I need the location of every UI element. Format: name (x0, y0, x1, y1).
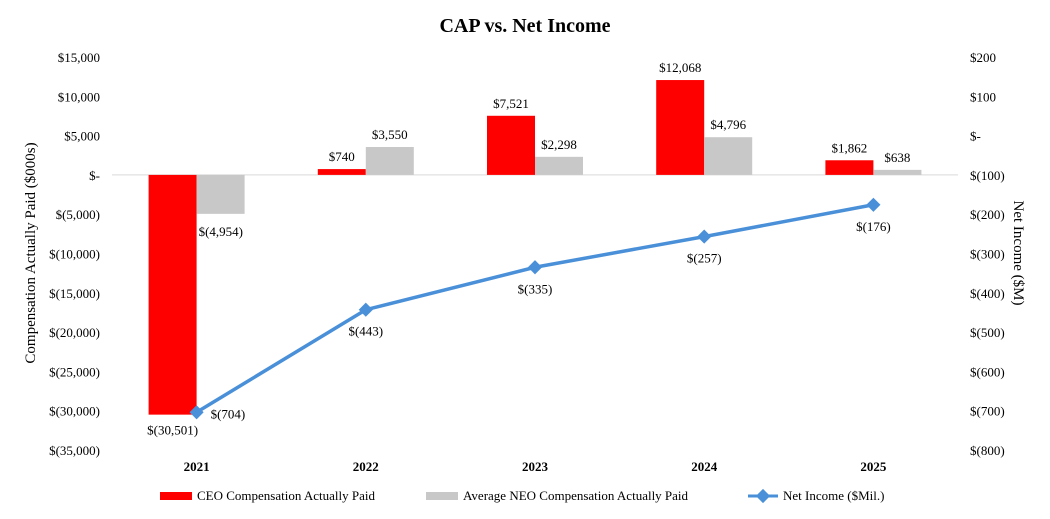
y2-tick-label: $- (970, 129, 981, 144)
legend: CEO Compensation Actually Paid Average N… (160, 488, 884, 504)
y-tick-label: $5,000 (64, 129, 100, 144)
bar-label-neo: $(4,954) (199, 224, 243, 239)
y2-tick-label: $(700) (970, 404, 1005, 419)
legend-label-net-income: Net Income ($Mil.) (783, 488, 884, 503)
bar-series (148, 80, 922, 415)
net-income-line (195, 203, 874, 414)
y2-axis-ticks: $200 $100 $- $(100) $(200) $(300) $(400) $(500)… (970, 50, 1005, 458)
y2-tick-label: $(200) (970, 207, 1005, 222)
net-income-label: $(335) (518, 281, 553, 296)
x-tick-label: 2022 (353, 459, 379, 474)
y-tick-label: $(30,000) (49, 404, 100, 419)
net-income-point (527, 260, 543, 275)
legend-swatch-neo (426, 492, 458, 500)
y-tick-label: $(15,000) (49, 286, 100, 301)
y-axis-ticks: $15,000 $10,000 $5,000 $- $(5,000) $(10,000) $… (49, 50, 100, 458)
bar-label-ceo: $(30,501) (147, 423, 198, 438)
net-income-point (697, 229, 712, 244)
y2-tick-label: $(100) (970, 168, 1005, 183)
line-data-labels: $(704) $(443) $(335) $(257) $(176) (211, 219, 891, 422)
x-tick-label: 2023 (522, 459, 549, 474)
y-tick-label: $15,000 (58, 50, 100, 65)
y2-tick-label: $(400) (970, 286, 1005, 301)
chart-title: CAP vs. Net Income (439, 15, 610, 37)
bar-neo (704, 137, 753, 175)
bar-label-neo: $3,550 (372, 127, 408, 142)
net-income-point (358, 302, 373, 317)
bar-label-neo: $638 (884, 150, 910, 165)
y-tick-label: $(10,000) (49, 247, 100, 262)
net-income-label: $(443) (348, 324, 383, 339)
net-income-point (866, 197, 881, 212)
bar-label-ceo: $740 (329, 149, 355, 164)
bar-neo (365, 146, 414, 175)
y-tick-label: $(35,000) (49, 443, 100, 458)
y2-tick-label: $(300) (970, 247, 1005, 262)
y-tick-label: $10,000 (58, 89, 100, 104)
bar-data-labels: $(30,501) $740 $7,521 $12,068 $1,862 $(4,954)… (147, 60, 910, 438)
y2-tick-label: $(600) (970, 364, 1005, 379)
net-income-label: $(257) (687, 251, 722, 266)
net-income-label: $(176) (856, 219, 891, 234)
bar-label-ceo: $12,068 (659, 60, 701, 75)
bar-neo (196, 174, 245, 214)
bar-label-ceo: $7,521 (493, 96, 529, 111)
legend-label-ceo: CEO Compensation Actually Paid (197, 488, 376, 503)
bar-neo (535, 156, 583, 175)
bar-label-neo: $2,298 (541, 137, 577, 152)
y-tick-label: $(5,000) (56, 207, 100, 222)
x-tick-label: 2024 (691, 459, 718, 474)
bar-label-ceo: $1,862 (832, 140, 868, 155)
line-series (189, 197, 881, 420)
x-tick-label: 2025 (860, 459, 887, 474)
x-tick-label: 2021 (184, 459, 210, 474)
legend-marker-net-income (755, 488, 771, 504)
bar-ceo (487, 115, 535, 175)
y-tick-label: $(25,000) (49, 364, 100, 379)
bar-label-neo: $4,796 (710, 117, 746, 132)
net-income-point (189, 405, 204, 420)
y-tick-label: $- (89, 168, 100, 183)
y-tick-label: $(20,000) (49, 325, 100, 340)
y-axis-label: Compensation Actually Paid ($000s) (23, 142, 39, 363)
bar-ceo (656, 80, 705, 175)
bar-ceo (148, 174, 197, 415)
y2-tick-label: $(800) (970, 443, 1005, 458)
legend-swatch-ceo (160, 492, 192, 500)
y2-axis-label: Net Income ($M) (1010, 201, 1026, 306)
net-income-label: $(704) (211, 406, 246, 421)
bar-ceo (825, 160, 874, 175)
y2-tick-label: $100 (970, 89, 996, 104)
legend-label-neo: Average NEO Compensation Actually Paid (463, 488, 689, 503)
x-axis-ticks: 2021 2022 2023 2024 2025 (184, 459, 887, 474)
y2-tick-label: $200 (970, 50, 996, 65)
bar-neo (873, 169, 922, 175)
y2-tick-label: $(500) (970, 325, 1005, 340)
bar-ceo (317, 169, 366, 175)
